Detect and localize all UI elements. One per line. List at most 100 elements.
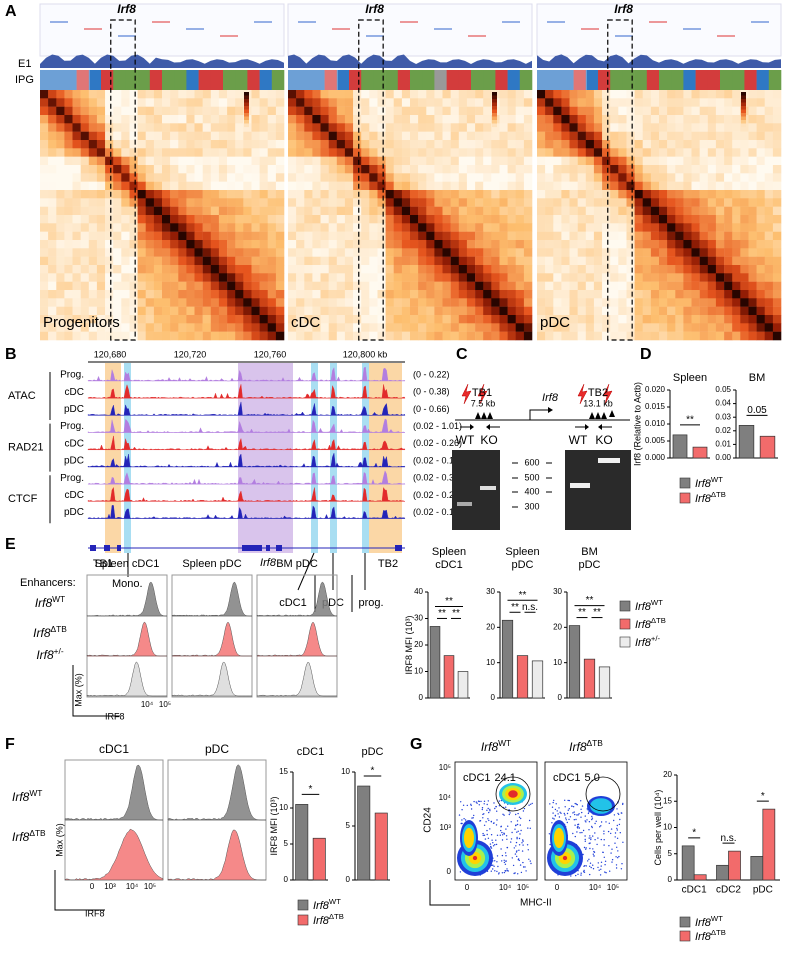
hic-cell [602, 306, 611, 316]
hic-cell [145, 323, 155, 332]
hic-cell [675, 115, 684, 124]
hic-cell [251, 165, 260, 174]
exon [117, 545, 121, 551]
histogram [86, 581, 167, 617]
hic-cell [545, 173, 554, 182]
hic-cell [227, 323, 236, 332]
event [618, 823, 621, 826]
hic-cell [393, 156, 403, 166]
hic-cell [251, 215, 260, 224]
browser-header [536, 3, 782, 57]
hic-cell [610, 198, 619, 207]
hic-cell [194, 190, 203, 199]
hic-cell [626, 165, 635, 174]
hic-cell [593, 165, 603, 174]
hic-cell [361, 90, 370, 99]
hic-cell [202, 148, 212, 157]
hic-cell [227, 298, 236, 307]
hic-cell [96, 148, 106, 157]
label: Irf8 [117, 2, 136, 16]
hic-cell [626, 231, 635, 241]
hic-cell [296, 331, 305, 341]
hic-cell [569, 256, 578, 266]
hic-cell [377, 181, 386, 191]
hic-cell [113, 315, 122, 324]
hic-cell [507, 115, 516, 124]
event [510, 838, 513, 840]
hic-cell [210, 273, 220, 282]
hic-cell [610, 265, 619, 274]
hic-cell [64, 131, 73, 141]
ctcf-site [589, 412, 595, 419]
hic-cell [178, 131, 187, 141]
label: 10⁴ [141, 700, 154, 709]
hic-cell [553, 223, 562, 232]
hic-cell [137, 98, 146, 107]
hic-cell [523, 331, 533, 341]
event [608, 822, 610, 824]
hic-cell [545, 298, 554, 307]
hic-cell [724, 198, 733, 207]
hic-cell [602, 323, 611, 332]
hic-cell [235, 331, 244, 341]
hic-cell [385, 131, 394, 141]
hic-cell [707, 265, 717, 274]
hic-cell [450, 190, 460, 199]
event [588, 842, 590, 845]
hic-cell [561, 190, 570, 199]
hic-cell [523, 315, 533, 324]
event [585, 821, 587, 823]
hic-cell [626, 256, 635, 266]
hic-cell [353, 306, 362, 316]
sig-label: ** [593, 607, 601, 618]
hic-cell [312, 190, 321, 199]
hic-cell [675, 131, 684, 141]
label: (0.02 - 0.26) [413, 438, 462, 448]
hic-cell [650, 115, 660, 124]
hic-cell [121, 140, 130, 149]
hic-cell [267, 123, 277, 132]
hic-cell [210, 290, 220, 299]
hic-cell [121, 90, 130, 99]
hic-cell [764, 281, 774, 291]
hic-cell [724, 265, 733, 274]
hic-cell [740, 131, 749, 141]
hic-cell [401, 165, 411, 174]
hic-cell [458, 206, 468, 216]
hic-cell [683, 240, 692, 249]
hic-cell [699, 206, 709, 216]
hic-cell [577, 231, 587, 241]
hic-cell [328, 90, 338, 99]
hic-cell [344, 131, 354, 141]
chart-title: BM [581, 546, 598, 558]
hic-cell [426, 165, 435, 174]
hic-cell [466, 215, 476, 224]
hic-cell [659, 231, 668, 241]
hic-cell [296, 306, 305, 316]
event [489, 810, 491, 812]
hic-cell [251, 223, 260, 232]
hic-cell [426, 181, 435, 191]
event [567, 809, 569, 811]
event [459, 871, 462, 873]
hic-cell [113, 331, 122, 341]
hic-cell [227, 173, 236, 182]
histogram-panel [256, 574, 338, 698]
hic-cell [553, 240, 562, 249]
genotype-label: Irf8ΔTB [313, 912, 344, 927]
hic-cell [642, 198, 652, 207]
hic-cell [267, 315, 277, 324]
label: 600 [524, 457, 539, 467]
hic-cell [410, 115, 419, 124]
hic-cell [410, 273, 419, 282]
hic-cell [418, 140, 427, 149]
hic-cell [683, 248, 692, 257]
event [488, 811, 490, 814]
bar [583, 658, 596, 699]
hic-cell [523, 123, 533, 132]
hic-cell [450, 165, 460, 174]
event [502, 813, 504, 815]
hic-cell [105, 331, 114, 341]
hic-cell [569, 248, 578, 257]
event [592, 835, 594, 837]
